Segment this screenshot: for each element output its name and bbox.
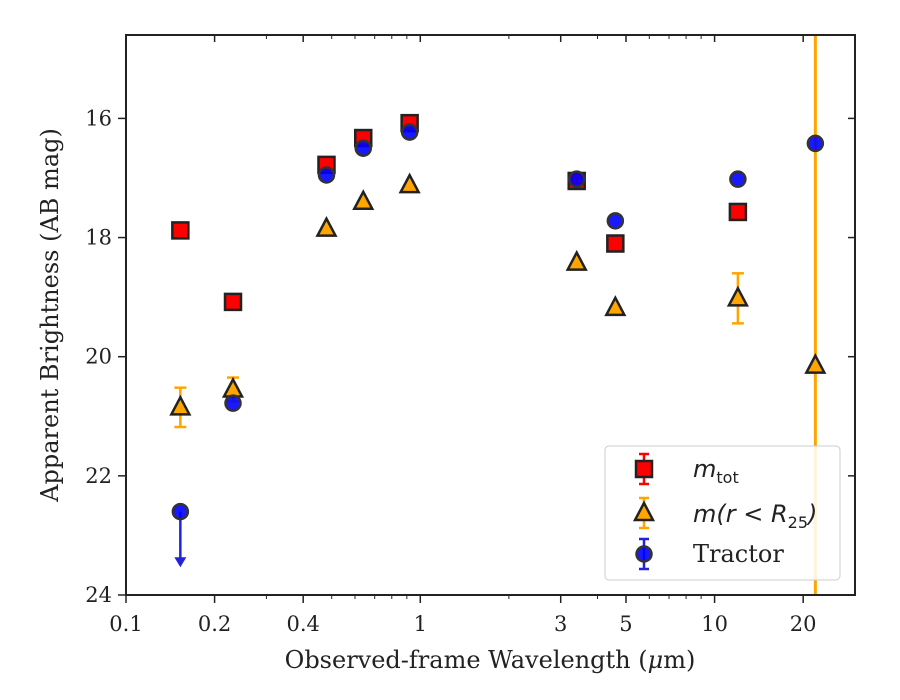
data-point-tractor	[317, 166, 336, 184]
plot-frame	[125, 34, 856, 596]
data-point-tractor	[806, 134, 825, 153]
data-point-tractor	[171, 502, 190, 521]
data-point-mtot	[171, 221, 190, 240]
x-axis-title: Observed-frame Wavelength (μm)	[285, 646, 696, 674]
data-point-mr25	[315, 215, 338, 237]
legend-marker-mr25	[632, 500, 656, 522]
x-tick-label: 0.4	[286, 612, 319, 636]
data-point-mtot	[223, 292, 243, 312]
data-point-tractor	[567, 170, 586, 188]
y-tick-label: 20	[85, 345, 112, 369]
data-point-tractor	[400, 123, 419, 141]
data-point-tractor	[729, 170, 747, 188]
legend: mtot m(r < R25) Tractor	[604, 445, 841, 581]
data-markers	[169, 113, 827, 521]
axis-ticks: 0.1 0.2 0.4 1 3 5 10 20 16 18 20 22 24	[85, 35, 855, 636]
data-point-mtot	[728, 202, 748, 222]
data-point-tractor	[354, 139, 373, 157]
legend-marker-mtot	[634, 459, 654, 479]
data-point-mr25	[804, 352, 827, 374]
x-tick-label: 1	[414, 612, 427, 636]
data-point-mr25	[604, 295, 627, 317]
legend-label-mr25: m(r < R25)	[693, 500, 817, 532]
y-axis-title: Apparent Brightness (AB mag)	[36, 128, 64, 503]
y-tick-label: 24	[85, 583, 112, 607]
x-tick-label: 20	[790, 612, 817, 636]
x-tick-label: 0.2	[198, 612, 231, 636]
y-tick-label: 16	[85, 106, 112, 130]
x-tick-label: 10	[701, 612, 728, 636]
data-point-mr25	[565, 249, 588, 271]
legend-marker-tractor	[635, 545, 653, 563]
data-point-tractor	[224, 394, 242, 412]
data-point-tractor	[606, 212, 625, 230]
legend-box	[604, 445, 841, 581]
data-point-mtot	[606, 234, 625, 253]
legend-label-tractor: Tractor	[693, 540, 784, 568]
data-point-mr25	[398, 172, 421, 194]
legend-label-mtot: mtot	[693, 455, 739, 487]
data-point-mr25	[169, 394, 192, 416]
x-tick-label: 3	[554, 612, 567, 636]
data-point-mr25	[352, 189, 375, 211]
y-tick-label: 18	[85, 226, 112, 250]
y-tick-label: 22	[85, 464, 112, 488]
x-tick-label: 5	[619, 612, 632, 636]
data-point-mr25	[726, 285, 749, 307]
upper-limit-arrowhead-tractor	[174, 557, 187, 568]
legend-handles	[632, 452, 656, 571]
x-tick-label: 0.1	[109, 612, 142, 636]
